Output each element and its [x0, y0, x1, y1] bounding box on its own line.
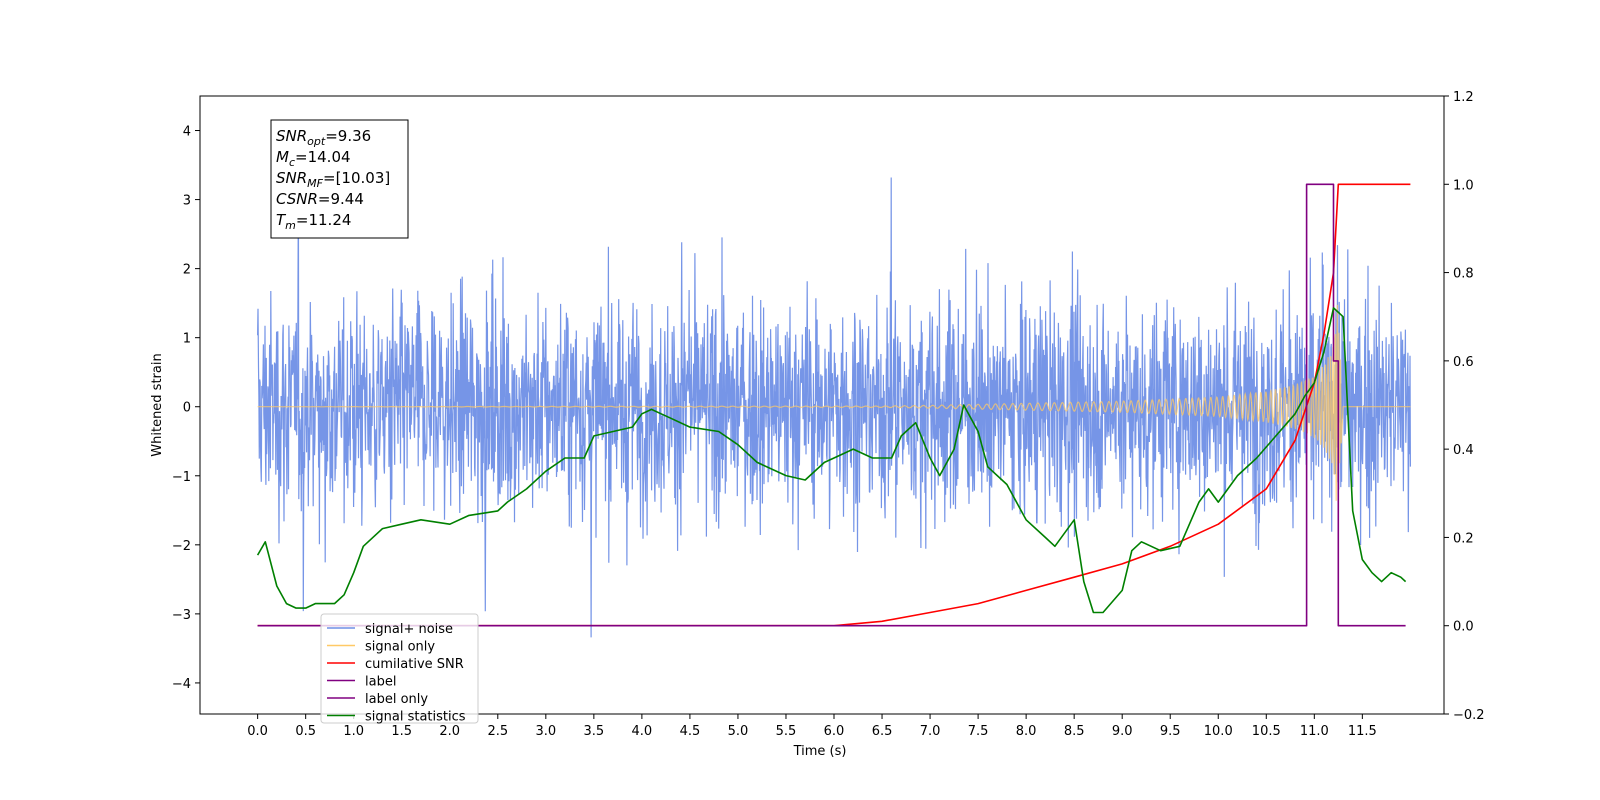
- x-tick-label: 9.5: [1160, 724, 1181, 739]
- x-axis: 0.0 0.5 1.0 1.5 2.0 2.5 3.0 3.5 4.0 4.5 5.0 5.5 6.0 6…: [247, 714, 1377, 739]
- series-signal-noise: [257, 177, 1411, 638]
- series-cumulative-snr: [257, 183, 1411, 627]
- annotation-symbol: M: [276, 148, 289, 166]
- annotation-line: SNRMF=[10.03]: [276, 169, 390, 190]
- y-left-tick-label: 3: [183, 194, 191, 209]
- x-tick-label: 4.5: [680, 724, 701, 739]
- annotation-value: =14.04: [295, 148, 351, 166]
- legend: signal+ noise signal only cumilative SNR la…: [320, 613, 479, 725]
- series-signal-statistics: [256, 307, 1407, 614]
- annotation-symbol: CSNR: [276, 190, 318, 208]
- legend-entry: cumilative SNR: [365, 657, 464, 672]
- x-tick-label: 4.0: [632, 724, 653, 739]
- y-right-tick-label: 0.2: [1453, 531, 1474, 546]
- legend-frame: [320, 613, 479, 724]
- annotation-line: Mc=14.04: [276, 148, 351, 169]
- y-axis-label: Whitened strain: [150, 353, 165, 456]
- x-tick-label: 11.5: [1348, 724, 1377, 739]
- x-tick-label: 8.0: [1016, 724, 1037, 739]
- x-tick-label: 9.0: [1112, 724, 1133, 739]
- series-label: [257, 183, 1406, 627]
- series-layer: [256, 177, 1411, 638]
- y-left-tick-label: 1: [183, 332, 191, 347]
- y-left-tick-label: −4: [172, 677, 191, 692]
- annotation-value: =[10.03]: [323, 169, 390, 187]
- annotation-value: =11.24: [296, 211, 352, 229]
- x-tick-label: 2.5: [487, 724, 508, 739]
- x-axis-label: Time (s): [793, 744, 847, 759]
- series-signal-only: [257, 304, 1411, 503]
- x-tick-label: 5.5: [776, 724, 797, 739]
- y-axis-left: −4 −3 −2 −1 0 1 2 3 4: [172, 125, 200, 692]
- y-right-tick-label: 1.0: [1453, 178, 1474, 193]
- annotation-symbol: SNR: [276, 169, 307, 187]
- plot-frame: [199, 95, 1445, 715]
- annotation-symbol: T: [276, 211, 287, 229]
- y-left-tick-label: 4: [183, 125, 191, 140]
- annotation-subscript: MF: [307, 177, 323, 190]
- x-tick-label: 2.0: [439, 724, 460, 739]
- legend-entry: signal+ noise: [365, 622, 453, 637]
- x-tick-label: 11.0: [1300, 724, 1329, 739]
- annotation-symbol: SNR: [276, 127, 307, 145]
- y-axis-right: −0.2 0.0 0.2 0.4 0.6 0.8 1.0 1.2: [1444, 90, 1485, 723]
- y-right-tick-label: 0.0: [1453, 620, 1474, 635]
- y-left-tick-label: 0: [183, 401, 191, 416]
- annotation-line: CSNR=9.44: [276, 190, 364, 208]
- legend-entry: label: [365, 675, 396, 690]
- x-tick-label: 10.0: [1204, 724, 1233, 739]
- annotation-subscript: opt: [307, 135, 326, 148]
- x-tick-label: 1.0: [343, 724, 364, 739]
- annotation-subscript: m: [285, 219, 296, 232]
- annotation-value: =9.44: [318, 190, 364, 208]
- x-tick-label: 0.5: [295, 724, 316, 739]
- y-left-tick-label: −1: [172, 470, 191, 485]
- x-tick-label: 6.5: [872, 724, 893, 739]
- x-tick-label: 1.5: [391, 724, 412, 739]
- x-tick-label: 0.0: [247, 724, 268, 739]
- y-left-tick-label: −3: [172, 608, 191, 623]
- annotation-subscript: c: [289, 156, 295, 169]
- legend-entry: signal only: [365, 640, 435, 655]
- y-right-tick-label: −0.2: [1453, 708, 1485, 723]
- annotation-frame: [270, 119, 409, 239]
- y-right-tick-label: 1.2: [1453, 90, 1474, 105]
- annotation-line: Tm=11.24: [276, 211, 351, 232]
- y-right-tick-label: 0.6: [1453, 355, 1474, 370]
- stats-annotation-box: SNRopt=9.36Mc=14.04SNRMF=[10.03]CSNR=9.4…: [270, 119, 409, 239]
- annotation-value: =9.36: [325, 127, 371, 145]
- y-right-tick-label: 0.4: [1453, 443, 1474, 458]
- x-tick-label: 6.0: [824, 724, 845, 739]
- annotation-line: SNRopt=9.36: [276, 127, 371, 148]
- x-tick-label: 10.5: [1252, 724, 1281, 739]
- legend-entry: label only: [365, 692, 428, 707]
- x-tick-label: 3.5: [584, 724, 605, 739]
- legend-entry: signal statistics: [365, 710, 466, 725]
- x-tick-label: 7.5: [968, 724, 989, 739]
- y-left-tick-label: 2: [183, 263, 191, 278]
- y-left-tick-label: −2: [172, 539, 191, 554]
- x-tick-label: 5.0: [728, 724, 749, 739]
- x-tick-label: 7.0: [920, 724, 941, 739]
- x-tick-label: 8.5: [1064, 724, 1085, 739]
- x-tick-label: 3.0: [535, 724, 556, 739]
- y-right-tick-label: 0.8: [1453, 267, 1474, 282]
